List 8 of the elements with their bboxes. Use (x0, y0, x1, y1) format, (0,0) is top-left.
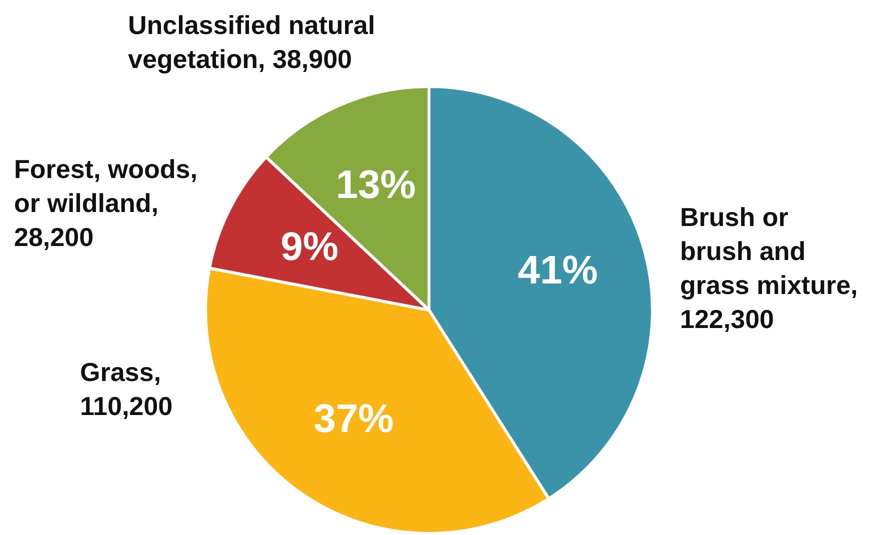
data-label: 13% (336, 162, 416, 207)
slice-label: Grass, 110,200 (80, 356, 174, 423)
slice-label: Unclassified natural vegetation, 38,900 (128, 9, 376, 76)
data-label: 9% (280, 225, 338, 270)
data-label: 41% (518, 248, 598, 293)
data-label: 37% (314, 396, 394, 441)
slice-label: Brush or brush and grass mixture, 122,300 (680, 201, 858, 336)
slice-label: Forest, woods, or wildland, 28,200 (14, 153, 198, 254)
